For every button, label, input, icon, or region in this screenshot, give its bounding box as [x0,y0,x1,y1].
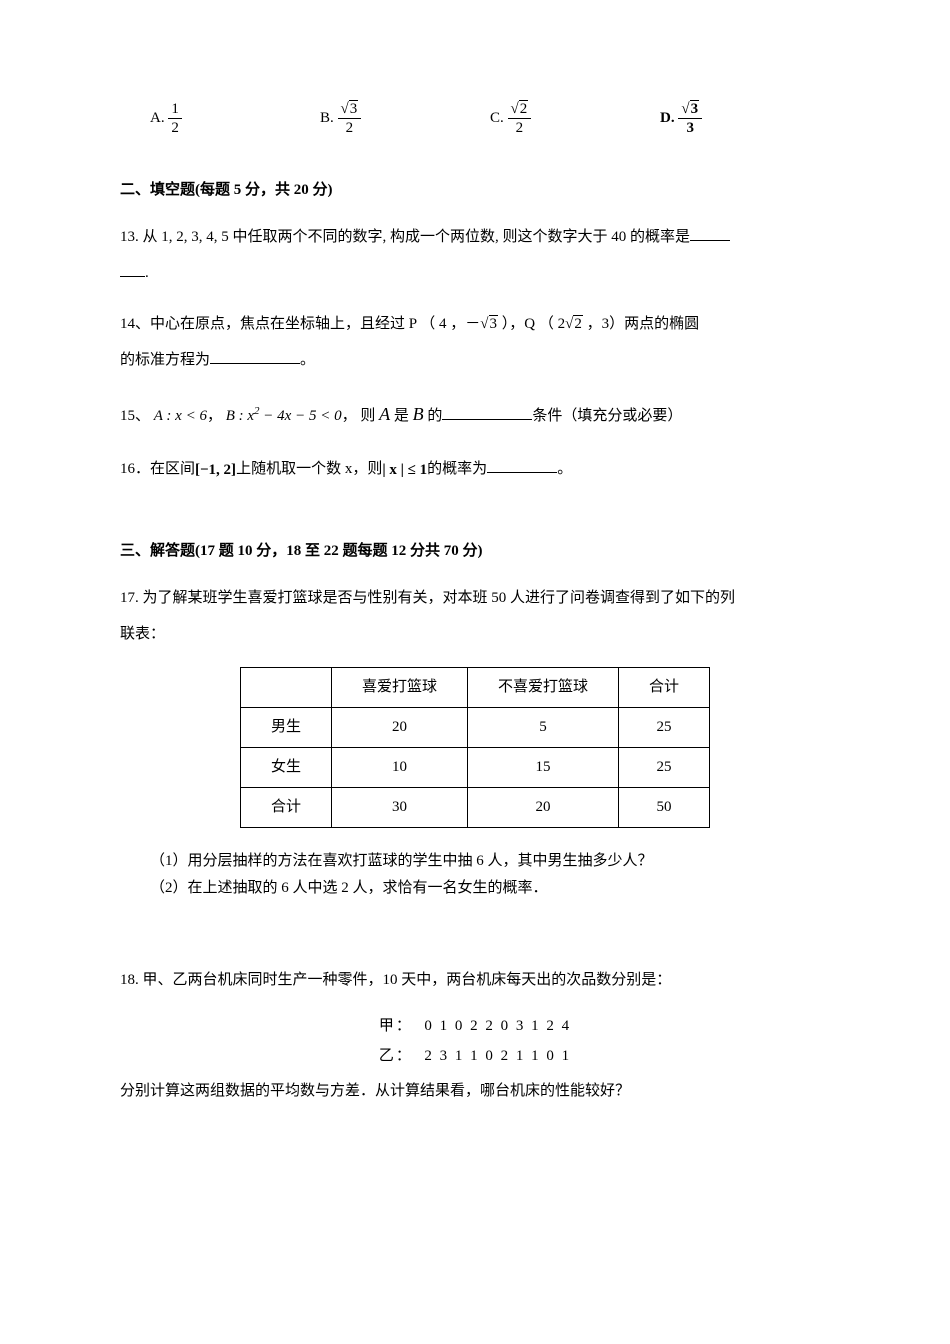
table-row: 女生 10 15 25 [240,747,709,787]
td: 合计 [240,787,331,827]
question-17: 17. 为了解某班学生喜爱打篮球是否与性别有关，对本班 50 人进行了问卷调查得… [120,580,830,652]
option-a-label: A. [150,110,165,126]
td: 20 [468,787,619,827]
q15-expr-b2: − 4x − 5 < 0 [260,408,342,424]
option-a-fraction: 1 2 [168,100,182,137]
td: 50 [619,787,710,827]
question-14: 14、中心在原点，焦点在坐标轴上，且经过 P （ 4 ，－3 ），Q （ 22 … [120,306,830,378]
th-2: 不喜爱打篮球 [468,667,619,707]
q15-expr-b-label: B [226,408,235,424]
q17-intro2: 联表： [120,626,165,642]
option-c-label: C. [490,110,504,126]
q17-intro: 17. 为了解某班学生喜爱打篮球是否与性别有关，对本班 50 人进行了问卷调查得… [120,590,735,606]
td: 30 [331,787,467,827]
option-d-label: D. [660,110,675,126]
td: 女生 [240,747,331,787]
option-c-numerator: 2 [508,100,532,119]
q14-text-a: 14、中心在原点，焦点在坐标轴上，且经过 P （ 4 ，－ [120,316,480,332]
q13-text-a: 13. 从 1, 2, 3, 4, 5 中任取两个不同的数字, 构成一个两位数,… [120,229,690,245]
q18-intro: 18. 甲、乙两台机床同时生产一种零件，10 天中，两台机床每天出的次品数分别是… [120,972,671,988]
q16-cond: | x | ≤ 1 [382,452,427,488]
option-b: B. 3 2 [320,100,490,137]
q14-sqrt-2: 2 [565,306,583,342]
option-a-denominator: 2 [168,119,182,137]
question-18: 18. 甲、乙两台机床同时生产一种零件，10 天中，两台机床每天出的次品数分别是… [120,962,830,998]
q13-blank-1 [690,225,730,241]
question-15: 15、 A : x < 6， B : x2 − 4x − 5 < 0， 则 A … [120,393,830,436]
table-row: 合计 30 20 50 [240,787,709,827]
q15-text-e: 条件（填充分或必要） [532,408,682,424]
answer-options-row: A. 1 2 B. 3 2 C. 2 2 D. 3 3 [120,100,830,137]
q17-sub2: （2）在上述抽取的 6 人中选 2 人，求恰有一名女生的概率． [120,875,830,902]
q15-A: A [379,404,390,424]
option-a-numerator: 1 [168,100,182,119]
q15-expr-a: : x < 6 [163,408,207,424]
q14-text-b: ），Q （ 2 [498,316,565,332]
q17-sub1: （1）用分层抽样的方法在喜欢打蓝球的学生中抽 6 人，其中男生抽多少人？ [120,848,830,875]
question-16: 16．在区间[−1, 2]上随机取一个数 x，则| x | ≤ 1的概率为 。 [120,451,830,488]
option-c-denominator: 2 [508,119,532,137]
q15-expr-b: : x [235,408,254,424]
option-b-label: B. [320,110,334,126]
q15-text-a: 15、 [120,408,150,424]
option-d: D. 3 3 [660,100,830,137]
q16-text-a: 16．在区间 [120,461,195,477]
q13-blank-2 [120,261,145,277]
q18-tail: 分别计算这两组数据的平均数与方差．从计算结果看，哪台机床的性能较好？ [120,1073,830,1109]
q15-text-d: 的 [424,408,443,424]
q14-text-d: 的标准方程为 [120,352,210,368]
q14-sqrt-1: 3 [480,306,498,342]
q16-text-c: 的概率为 [427,461,487,477]
td: 25 [619,747,710,787]
section-3-title: 三、解答题(17 题 10 分，18 至 22 题每题 12 分共 70 分) [120,538,830,565]
section-2-title: 二、填空题(每题 5 分，共 20 分) [120,177,830,204]
q15-text-c: 是 [390,408,413,424]
q14-text-e: 。 [300,352,315,368]
option-b-denominator: 2 [338,119,362,137]
q17-table: 喜爱打篮球 不喜爱打篮球 合计 男生 20 5 25 女生 10 15 25 合… [240,667,710,828]
option-b-numerator: 3 [338,100,362,119]
option-d-denominator: 3 [678,119,702,137]
q15-comma2: ， [342,408,357,424]
q15-comma1: ， [207,408,222,424]
td: 15 [468,747,619,787]
option-a: A. 1 2 [150,100,320,137]
q16-interval: [−1, 2] [195,452,236,488]
q15-text-b: 则 [360,408,379,424]
td: 10 [331,747,467,787]
q18-row2-data: 2 3 1 1 0 2 1 1 0 1 [424,1048,571,1064]
td: 20 [331,707,467,747]
q18-row-1: 甲： 0 1 0 2 2 0 3 1 2 4 [120,1013,830,1040]
th-1: 喜爱打篮球 [331,667,467,707]
th-3: 合计 [619,667,710,707]
q18-row-2: 乙： 2 3 1 1 0 2 1 1 0 1 [120,1043,830,1070]
q14-blank [210,348,300,364]
option-c-fraction: 2 2 [508,100,532,137]
table-row: 男生 20 5 25 [240,707,709,747]
q18-row1-label: 甲： [379,1018,413,1034]
q18-row2-label: 乙： [379,1048,413,1064]
q15-B: B [413,404,424,424]
q15-blank [442,404,532,420]
table-header-row: 喜爱打篮球 不喜爱打篮球 合计 [240,667,709,707]
th-0 [240,667,331,707]
q16-text-d: 。 [557,461,572,477]
q18-row1-data: 0 1 0 2 2 0 3 1 2 4 [424,1018,571,1034]
option-d-numerator: 3 [678,100,702,119]
q14-text-c: ，3）两点的椭圆 [583,316,699,332]
q16-text-b: 上随机取一个数 x，则 [236,461,382,477]
q13-text-b: . [145,265,149,281]
q16-blank [487,457,557,473]
td: 25 [619,707,710,747]
option-d-fraction: 3 3 [678,100,702,137]
td: 5 [468,707,619,747]
option-c: C. 2 2 [490,100,660,137]
option-b-fraction: 3 2 [338,100,362,137]
td: 男生 [240,707,331,747]
q15-expr-a-label: A [154,408,163,424]
question-13: 13. 从 1, 2, 3, 4, 5 中任取两个不同的数字, 构成一个两位数,… [120,219,830,291]
